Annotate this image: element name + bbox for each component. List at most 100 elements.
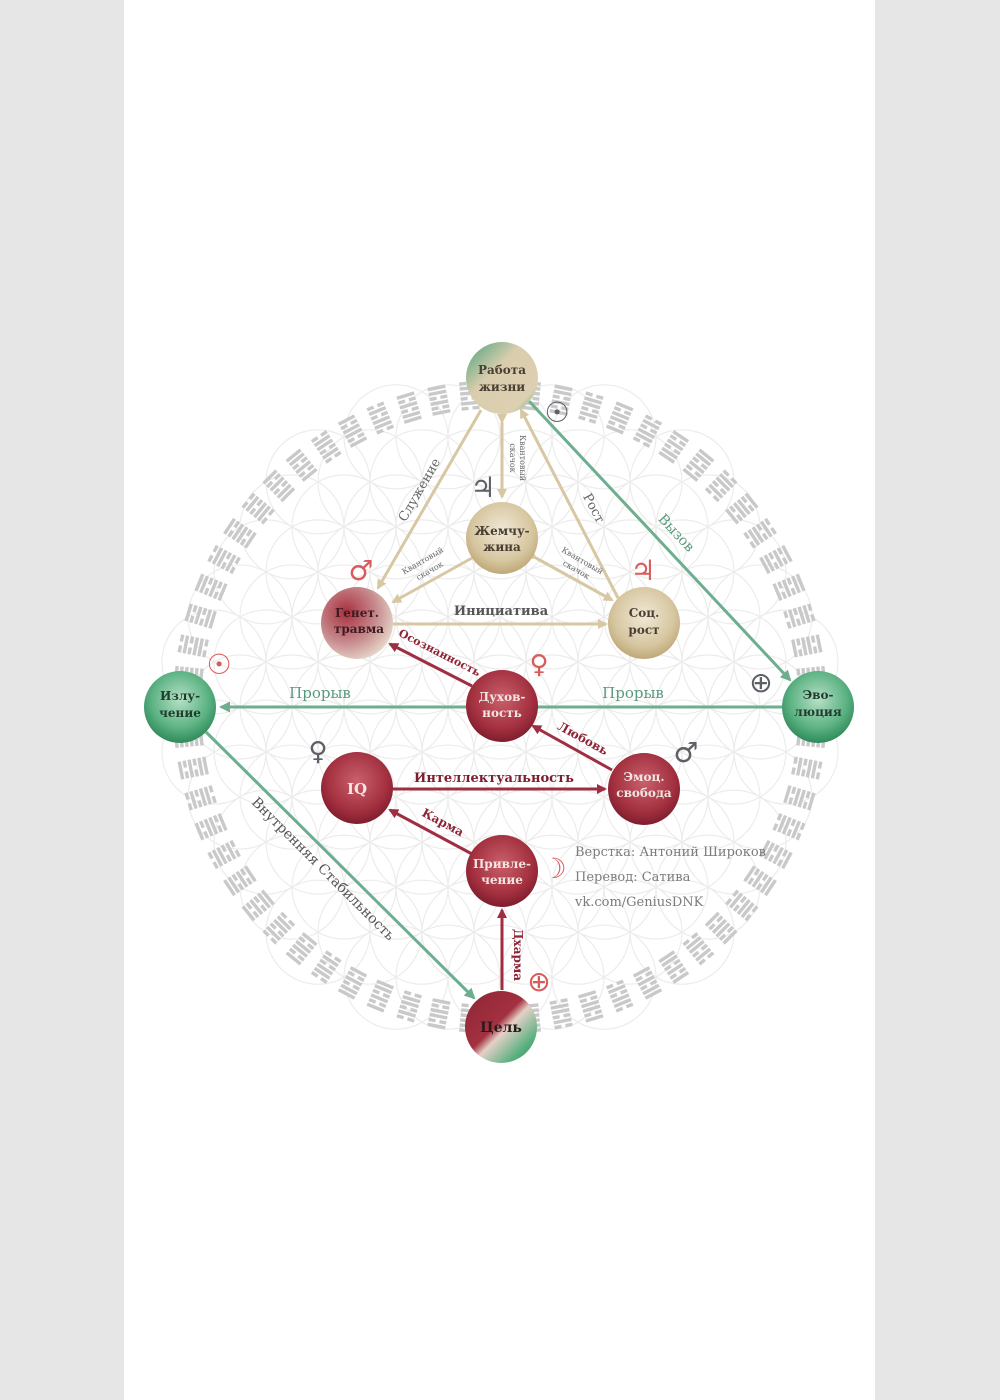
hexagram-glyph: [207, 544, 241, 575]
edge-osoznannost: [388, 642, 473, 688]
svg-text:Работа: Работа: [478, 363, 526, 377]
hexagram-glyph: [725, 492, 759, 525]
hexagram-glyph: [578, 391, 604, 424]
edge-kvant-left: [391, 549, 482, 604]
hexagram-glyph: [704, 911, 738, 945]
hexagram-glyph: [396, 391, 422, 424]
sun-icon: ☉: [544, 396, 569, 429]
hexagram-glyph: [632, 414, 663, 448]
credit-link[interactable]: vk.com/GeniusDNK: [575, 895, 704, 910]
hexagram-glyph: [682, 448, 715, 482]
hexagram-glyph: [310, 950, 342, 984]
hexagram-glyph: [725, 889, 759, 922]
hexagram-glyph: [658, 430, 690, 464]
hexagram-glyph: [783, 603, 816, 629]
node-genet-travma: Генет. травма: [321, 587, 393, 659]
node-zhemchuzhina: Жемчу- жина: [466, 502, 538, 574]
hexagram-glyph: [632, 966, 663, 1000]
hexagram-glyph: [682, 932, 715, 966]
hexagram-glyph: [772, 812, 806, 841]
svg-text:Эмоц.: Эмоц.: [623, 770, 664, 784]
label-kvant-top-1: Квантовый: [518, 435, 527, 481]
venus-icon: ♀: [529, 650, 548, 680]
svg-text:травма: травма: [334, 622, 384, 636]
svg-text:свобода: свобода: [616, 786, 672, 800]
hexagram-glyph: [759, 544, 793, 575]
hexagram-glyph: [427, 998, 451, 1030]
hexagram-glyph: [759, 839, 793, 870]
hexagram-glyph: [605, 401, 634, 435]
jupiter-icon: ♃: [470, 471, 495, 504]
hexagram-glyph: [223, 517, 257, 549]
hexagram-glyph: [194, 812, 228, 841]
hexagram-glyph: [549, 998, 573, 1030]
svg-text:жина: жина: [483, 540, 521, 554]
hexagram-glyph: [337, 966, 368, 1000]
node-evolyuciya: Эво- люция: [782, 671, 854, 743]
node-privlechenie: Привле- чение: [466, 835, 538, 907]
flower-circle: [499, 924, 605, 1030]
hexagram-glyph: [194, 573, 228, 602]
svg-text:ность: ность: [482, 706, 522, 720]
hexagram-glyph: [366, 401, 395, 435]
svg-text:Излу-: Излу-: [160, 689, 200, 703]
flower-circle: [551, 924, 657, 1030]
label-proryv-right: Прорыв: [602, 684, 664, 702]
hexagram-glyph: [310, 430, 342, 464]
credit-layout: Верстка: Антоний Широков: [575, 845, 767, 860]
hexagram-glyph: [549, 384, 573, 416]
node-izluchenie: Излу- чение: [144, 671, 216, 743]
hexagram-glyph: [658, 950, 690, 984]
edge-vnutrennyaya: [204, 730, 476, 1000]
label-proryv-left: Прорыв: [289, 684, 351, 702]
svg-text:люция: люция: [794, 705, 842, 719]
svg-text:Соц.: Соц.: [629, 606, 660, 620]
hexagram-glyph: [241, 492, 275, 525]
svg-text:рост: рост: [628, 623, 659, 637]
mars-icon: ♂: [348, 554, 373, 587]
earth-icon: ⊕: [527, 965, 550, 998]
label-intellektualnost: Интеллектуальность: [414, 771, 574, 786]
label-dkharma: Дхарма: [511, 929, 525, 981]
svg-text:Эво-: Эво-: [803, 688, 834, 702]
credit-translation: Перевод: Сатива: [575, 870, 691, 885]
edge-vyzov: [526, 398, 792, 682]
node-rabota-zhizni: Работа жизни: [466, 342, 538, 414]
svg-text:Генет.: Генет.: [335, 606, 379, 620]
hexagram-glyph: [396, 990, 422, 1023]
hexagram-glyph: [605, 979, 634, 1013]
hexagram-glyph: [262, 469, 296, 503]
node-cel: Цель: [465, 991, 537, 1063]
label-karma: Карма: [420, 806, 467, 840]
hexagram-glyph: [184, 785, 217, 811]
edge-kvant-right: [526, 549, 614, 602]
node-emoc-svoboda: Эмоц. свобода: [608, 753, 680, 825]
svg-text:Духов-: Духов-: [479, 690, 526, 704]
label-iniciativa: Инициатива: [454, 604, 549, 619]
sun-icon: ☉: [206, 648, 231, 681]
hexagram-glyph: [427, 384, 451, 416]
hexagram-glyph: [262, 911, 296, 945]
node-iq: IQ: [321, 752, 393, 824]
hexagram-glyph: [704, 469, 738, 503]
hexagram-glyph: [207, 839, 241, 870]
hexagram-glyph: [337, 414, 368, 448]
hexagram-glyph: [743, 865, 777, 897]
hexagram-glyph: [366, 979, 395, 1013]
edge-lyubov: [531, 724, 613, 772]
hexagram-glyph: [791, 634, 823, 658]
hexagram-glyph: [772, 573, 806, 602]
hexagram-glyph: [285, 932, 318, 966]
node-dukhovnost: Духов- ность: [466, 670, 538, 742]
hexagram-glyph: [177, 634, 209, 658]
earth-icon: ⊕: [749, 666, 772, 699]
hexagram-glyph: [241, 889, 275, 922]
hexagram-glyph: [578, 990, 604, 1023]
svg-text:жизни: жизни: [479, 380, 525, 394]
svg-text:Жемчу-: Жемчу-: [474, 524, 529, 538]
jupiter-icon: ♃: [630, 554, 655, 587]
moon-icon: ☽: [541, 852, 566, 885]
hexagram-glyph: [285, 448, 318, 482]
edge-karma: [388, 808, 473, 856]
